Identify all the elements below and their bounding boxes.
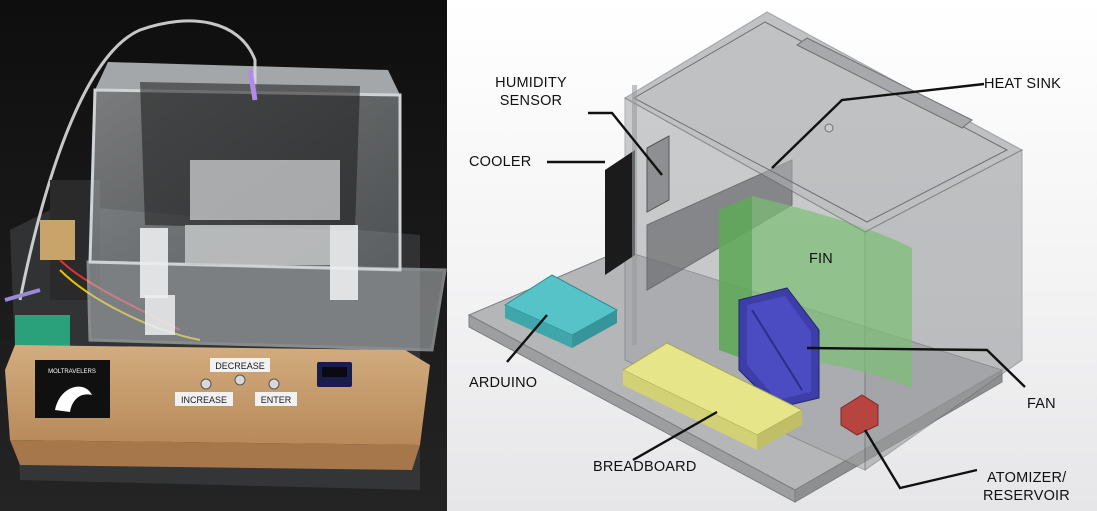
tube-connector xyxy=(4,288,41,302)
fin-label: FIN xyxy=(809,251,833,267)
atomizer-label-line1: ATOMIZER/ xyxy=(987,470,1067,486)
breadboard-side xyxy=(757,410,802,450)
tape-strip-right xyxy=(330,225,358,300)
fan-leader xyxy=(806,346,1026,388)
foil-tray xyxy=(185,225,330,265)
decrease-label: DECREASE xyxy=(215,361,265,371)
decrease-knob[interactable] xyxy=(234,374,246,386)
arduino-leader xyxy=(506,314,548,363)
heat-sink-leader xyxy=(771,82,985,169)
chamber-front-edge xyxy=(632,85,637,345)
chamber-interior-back xyxy=(625,12,1022,232)
enter-label-bg xyxy=(255,392,297,406)
foil-sheet xyxy=(190,160,340,220)
atomizer-leader xyxy=(863,429,978,490)
breadboard-label: BREADBOARD xyxy=(593,459,697,475)
device-photo-illustration: MOLTRAVELERS DECREASE INCREASE ENTER xyxy=(0,0,447,511)
tape-strip-lower xyxy=(145,295,175,335)
air-tube xyxy=(18,19,257,301)
enter-knob[interactable] xyxy=(268,378,280,390)
humidity-sensor-label-line2: SENSOR xyxy=(500,93,562,109)
oled-screen xyxy=(322,367,347,377)
electronics-board xyxy=(40,220,75,260)
decrease-label-bg xyxy=(210,358,270,372)
cad-diagram: HUMIDITY SENSOR COOLER HEAT SINK FIN ARD… xyxy=(447,0,1097,511)
lid-handle xyxy=(796,37,973,129)
chamber-side-wall xyxy=(864,149,1023,471)
increase-label-bg xyxy=(175,392,233,406)
lid-rim xyxy=(632,21,1009,223)
cad-diagram-drawing: HUMIDITY SENSOR COOLER HEAT SINK FIN ARD… xyxy=(447,0,1097,511)
chamber-lid xyxy=(623,11,1024,233)
atomizer-shape xyxy=(840,394,879,436)
humidity-sensor-label-line1: HUMIDITY xyxy=(495,75,567,91)
cooler-label: COOLER xyxy=(469,154,531,170)
fan-face xyxy=(747,296,811,400)
increase-label: INCREASE xyxy=(181,395,227,405)
breadboard-front xyxy=(623,370,757,450)
atomizer-label-line2: RESERVOIR xyxy=(983,488,1070,504)
enter-label: ENTER xyxy=(261,395,292,405)
logo-horse-icon xyxy=(55,386,92,412)
fan-blade xyxy=(751,309,803,391)
fan-label: FAN xyxy=(1027,396,1056,412)
device-photo: MOLTRAVELERS DECREASE INCREASE ENTER xyxy=(0,0,447,511)
cooler-shape xyxy=(605,150,635,275)
control-box-bottom xyxy=(10,440,420,470)
arduino-side xyxy=(572,310,617,348)
heat-sink-label: HEAT SINK xyxy=(984,76,1061,92)
luer-fitting xyxy=(247,69,258,101)
increase-knob[interactable] xyxy=(200,378,212,390)
humidity-sensor-shape xyxy=(646,135,670,213)
lid-port xyxy=(824,123,834,133)
tape-strip-left xyxy=(140,228,168,298)
breadboard-leader xyxy=(632,410,718,462)
humidity-sensor-leader xyxy=(588,111,663,176)
arduino-label: ARDUINO xyxy=(469,375,537,391)
logo-text: MOLTRAVELERS xyxy=(48,369,96,375)
